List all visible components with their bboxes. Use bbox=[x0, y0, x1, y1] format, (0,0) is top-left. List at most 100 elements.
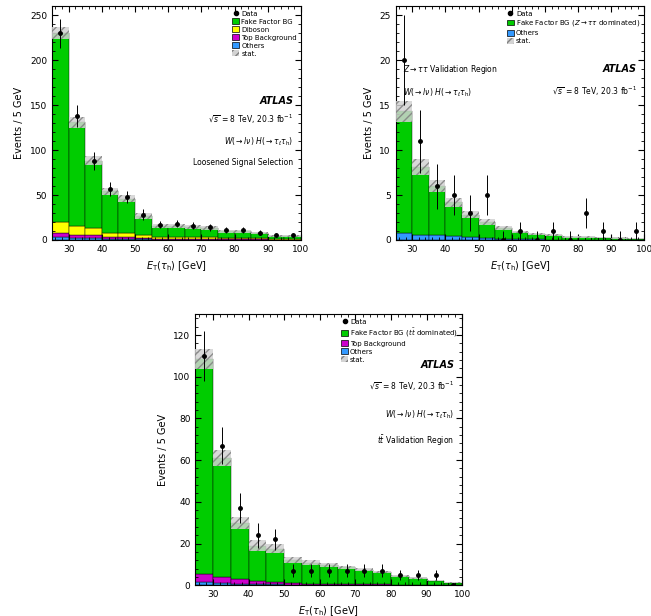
Bar bbox=[234, 230, 251, 232]
Text: ATLAS: ATLAS bbox=[420, 360, 454, 370]
Bar bbox=[52, 233, 68, 237]
Text: $\sqrt{s}$ = 8 TeV, 20.3 fb$^{-1}$: $\sqrt{s}$ = 8 TeV, 20.3 fb$^{-1}$ bbox=[369, 379, 454, 393]
Bar bbox=[429, 180, 445, 192]
Text: ATLAS: ATLAS bbox=[603, 63, 637, 74]
Bar bbox=[266, 548, 284, 582]
Bar bbox=[135, 238, 152, 239]
Bar bbox=[268, 236, 284, 239]
Legend: Data, Fake Factor BG ($t\bar{t}$ dominated), Top Background, Others, stat.: Data, Fake Factor BG ($t\bar{t}$ dominat… bbox=[339, 315, 461, 365]
Bar bbox=[429, 186, 445, 235]
Bar bbox=[152, 237, 168, 238]
Bar bbox=[231, 580, 249, 583]
Bar bbox=[102, 192, 118, 233]
Legend: Data, Fake Factor BG ($Z\to\tau\tau$ dominated), Others, stat.: Data, Fake Factor BG ($Z\to\tau\tau$ dom… bbox=[505, 7, 643, 47]
Bar bbox=[495, 229, 512, 239]
Bar bbox=[445, 582, 462, 583]
Bar bbox=[152, 238, 168, 240]
Bar bbox=[213, 577, 231, 583]
Bar bbox=[251, 238, 268, 239]
Text: $W(\to l\nu)$ $H(\to\tau_{\ell}\tau_{\mathrm{h}})$: $W(\to l\nu)$ $H(\to\tau_{\ell}\tau_{\ma… bbox=[385, 408, 454, 421]
Bar bbox=[195, 349, 213, 370]
Bar bbox=[611, 238, 628, 240]
Bar bbox=[478, 219, 495, 225]
Bar bbox=[118, 195, 135, 202]
Bar bbox=[102, 239, 118, 240]
Bar bbox=[249, 581, 266, 584]
Bar bbox=[85, 161, 102, 229]
Text: $W(\to l\nu)$ $H(\to\tau_{\ell}\tau_{\mathrm{h}})$: $W(\to l\nu)$ $H(\to\tau_{\ell}\tau_{\ma… bbox=[224, 135, 294, 148]
Y-axis label: Events / 5 GeV: Events / 5 GeV bbox=[158, 413, 168, 486]
Bar bbox=[185, 238, 201, 240]
Bar bbox=[412, 167, 429, 235]
X-axis label: $E_{\mathrm{T}}(\tau_{\mathrm{h}})$ [GeV]: $E_{\mathrm{T}}(\tau_{\mathrm{h}})$ [GeV… bbox=[146, 259, 207, 274]
Bar bbox=[201, 237, 218, 238]
Bar bbox=[396, 100, 412, 122]
Bar bbox=[412, 235, 429, 240]
Bar bbox=[445, 198, 462, 207]
Bar bbox=[218, 231, 234, 238]
Bar bbox=[562, 237, 578, 240]
Bar bbox=[355, 569, 373, 571]
Bar bbox=[562, 236, 578, 238]
Bar bbox=[628, 238, 644, 239]
Bar bbox=[195, 573, 213, 582]
Y-axis label: Events / 5 GeV: Events / 5 GeV bbox=[14, 87, 25, 159]
Bar bbox=[85, 156, 102, 165]
Bar bbox=[595, 238, 611, 240]
Bar bbox=[52, 237, 68, 240]
Bar bbox=[338, 567, 355, 584]
Bar bbox=[251, 232, 268, 234]
Bar bbox=[201, 228, 218, 237]
Bar bbox=[320, 563, 338, 567]
Bar bbox=[118, 198, 135, 233]
Bar bbox=[102, 188, 118, 195]
Bar bbox=[445, 237, 462, 240]
Bar bbox=[195, 359, 213, 573]
Bar bbox=[102, 233, 118, 237]
Bar bbox=[195, 582, 213, 585]
Bar bbox=[595, 237, 611, 238]
Bar bbox=[545, 234, 562, 236]
Bar bbox=[512, 232, 529, 239]
Bar bbox=[355, 570, 373, 585]
Bar bbox=[445, 202, 462, 237]
Bar bbox=[185, 227, 201, 237]
Bar bbox=[201, 226, 218, 230]
Bar bbox=[391, 577, 409, 585]
Bar bbox=[320, 584, 338, 585]
Bar bbox=[478, 222, 495, 238]
Bar bbox=[320, 565, 338, 584]
Bar bbox=[338, 584, 355, 585]
Y-axis label: Events / 5 GeV: Events / 5 GeV bbox=[364, 87, 374, 159]
Bar bbox=[302, 562, 320, 583]
Bar bbox=[218, 230, 234, 232]
Bar bbox=[628, 239, 644, 240]
Bar bbox=[231, 583, 249, 585]
Bar bbox=[338, 565, 355, 569]
Bar bbox=[218, 238, 234, 239]
Bar bbox=[52, 222, 68, 233]
Bar bbox=[234, 238, 251, 239]
Bar bbox=[284, 236, 301, 239]
Bar bbox=[512, 239, 529, 240]
Bar bbox=[462, 215, 478, 237]
Bar bbox=[284, 235, 301, 237]
Bar bbox=[213, 450, 231, 466]
Bar bbox=[213, 583, 231, 585]
Bar bbox=[409, 578, 426, 585]
Bar bbox=[118, 237, 135, 239]
Bar bbox=[85, 229, 102, 235]
Bar bbox=[231, 523, 249, 580]
Bar bbox=[445, 583, 462, 585]
Bar bbox=[68, 238, 85, 240]
Bar bbox=[495, 227, 512, 230]
Bar bbox=[409, 578, 426, 579]
Bar bbox=[68, 122, 85, 225]
Bar bbox=[152, 226, 168, 237]
Bar bbox=[529, 233, 545, 239]
Text: $Z\to\tau\tau$ Validation Region: $Z\to\tau\tau$ Validation Region bbox=[403, 63, 498, 76]
Text: $t\bar{t}$ Validation Region: $t\bar{t}$ Validation Region bbox=[378, 434, 454, 448]
Bar bbox=[249, 546, 266, 581]
Text: $W(\to l\nu)$ $H(\to\tau_{\ell}\tau_{\mathrm{h}})$: $W(\to l\nu)$ $H(\to\tau_{\ell}\tau_{\ma… bbox=[403, 86, 473, 99]
Bar bbox=[284, 583, 302, 585]
